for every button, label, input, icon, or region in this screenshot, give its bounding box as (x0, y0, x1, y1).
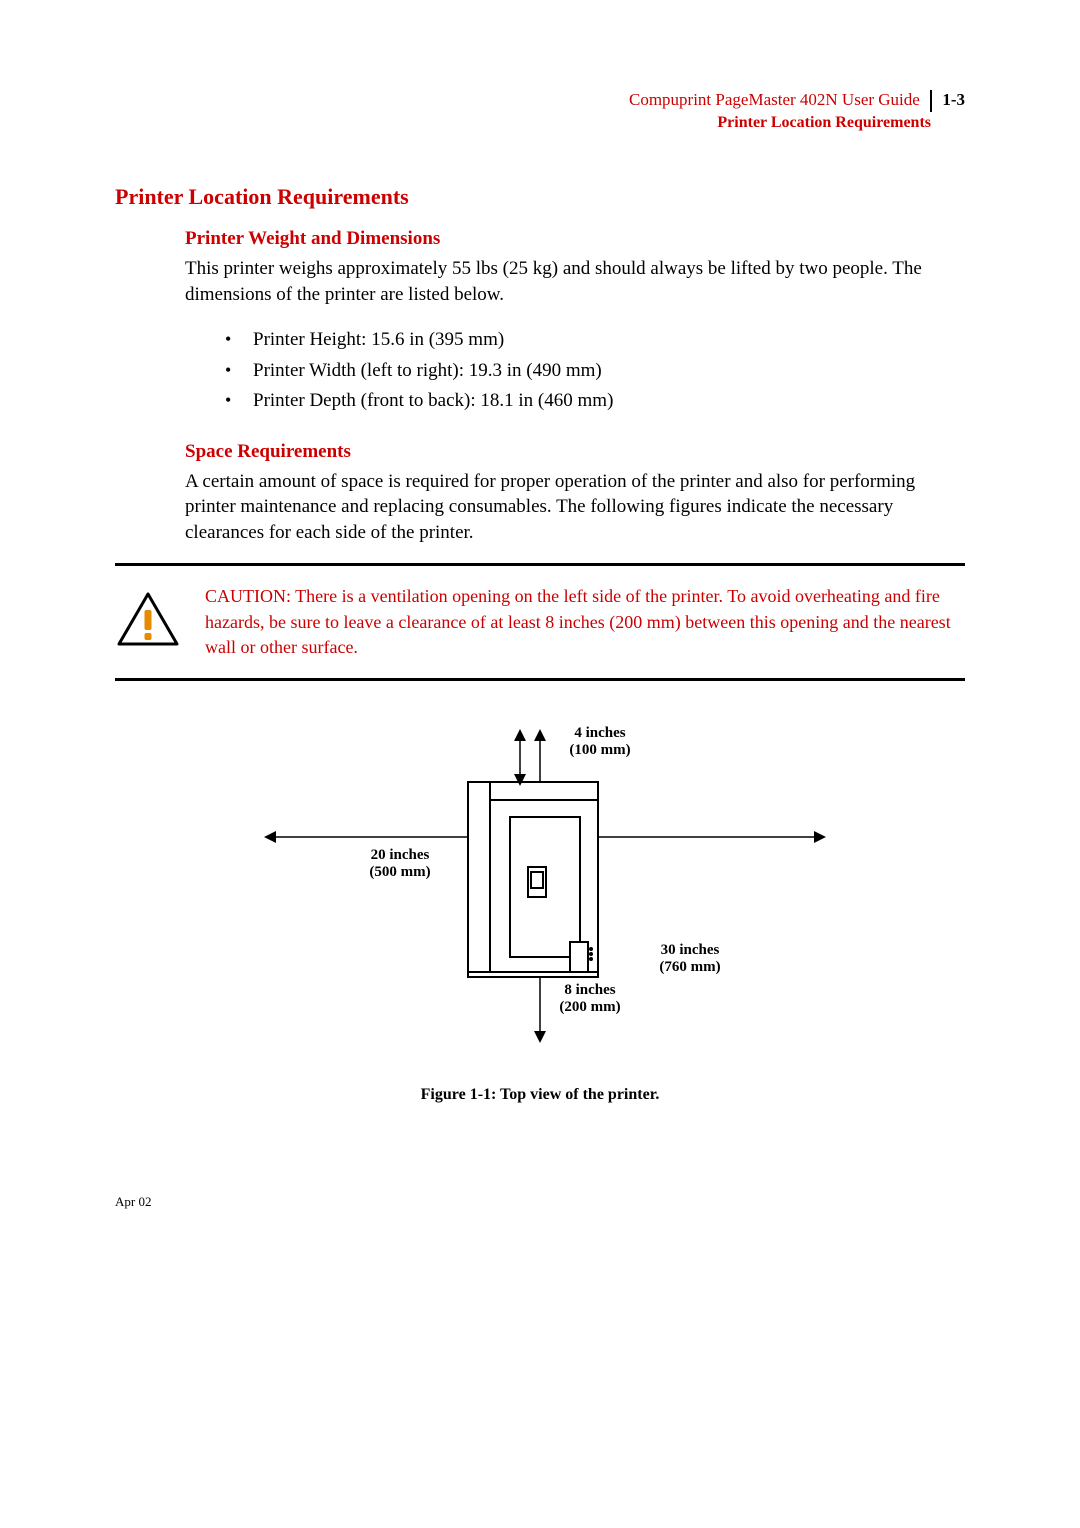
weight-body: This printer weighs approximately 55 lbs… (185, 256, 965, 307)
caution-icon (115, 590, 181, 655)
list-item: Printer Depth (front to back): 18.1 in (… (225, 386, 965, 416)
page-header: Compuprint PageMaster 402N User Guide 1-… (115, 90, 965, 132)
caution-block: CAUTION: There is a ventilation opening … (115, 563, 965, 681)
subheading-space: Space Requirements (185, 441, 965, 463)
label-top: 4 inches (100 mm) (530, 725, 670, 759)
space-body: A certain amount of space is required fo… (185, 469, 965, 546)
page-number: 1-3 (942, 90, 965, 109)
caution-text: CAUTION: There is a ventilation opening … (205, 584, 965, 660)
header-separator (930, 90, 932, 112)
figure-caption: Figure 1-1: Top view of the printer. (115, 1086, 965, 1104)
header-section: Printer Location Requirements (115, 114, 965, 132)
label-right: 30 inches (760 mm) (630, 942, 750, 976)
label-bottom: 8 inches (200 mm) (530, 982, 650, 1016)
dimension-list: Printer Height: 15.6 in (395 mm) Printer… (225, 325, 965, 416)
list-item: Printer Width (left to right): 19.3 in (… (225, 356, 965, 386)
clearance-diagram: 4 inches (100 mm) 20 inches (500 mm) 30 … (115, 717, 965, 1104)
subheading-weight: Printer Weight and Dimensions (185, 228, 965, 250)
list-item: Printer Height: 15.6 in (395 mm) (225, 325, 965, 355)
section-heading-main: Printer Location Requirements (115, 184, 965, 210)
header-line1: Compuprint PageMaster 402N User Guide 1-… (115, 90, 965, 112)
label-left: 20 inches (500 mm) (340, 847, 460, 881)
guide-title: Compuprint PageMaster 402N User Guide (629, 90, 920, 109)
footer-date: Apr 02 (115, 1194, 151, 1210)
